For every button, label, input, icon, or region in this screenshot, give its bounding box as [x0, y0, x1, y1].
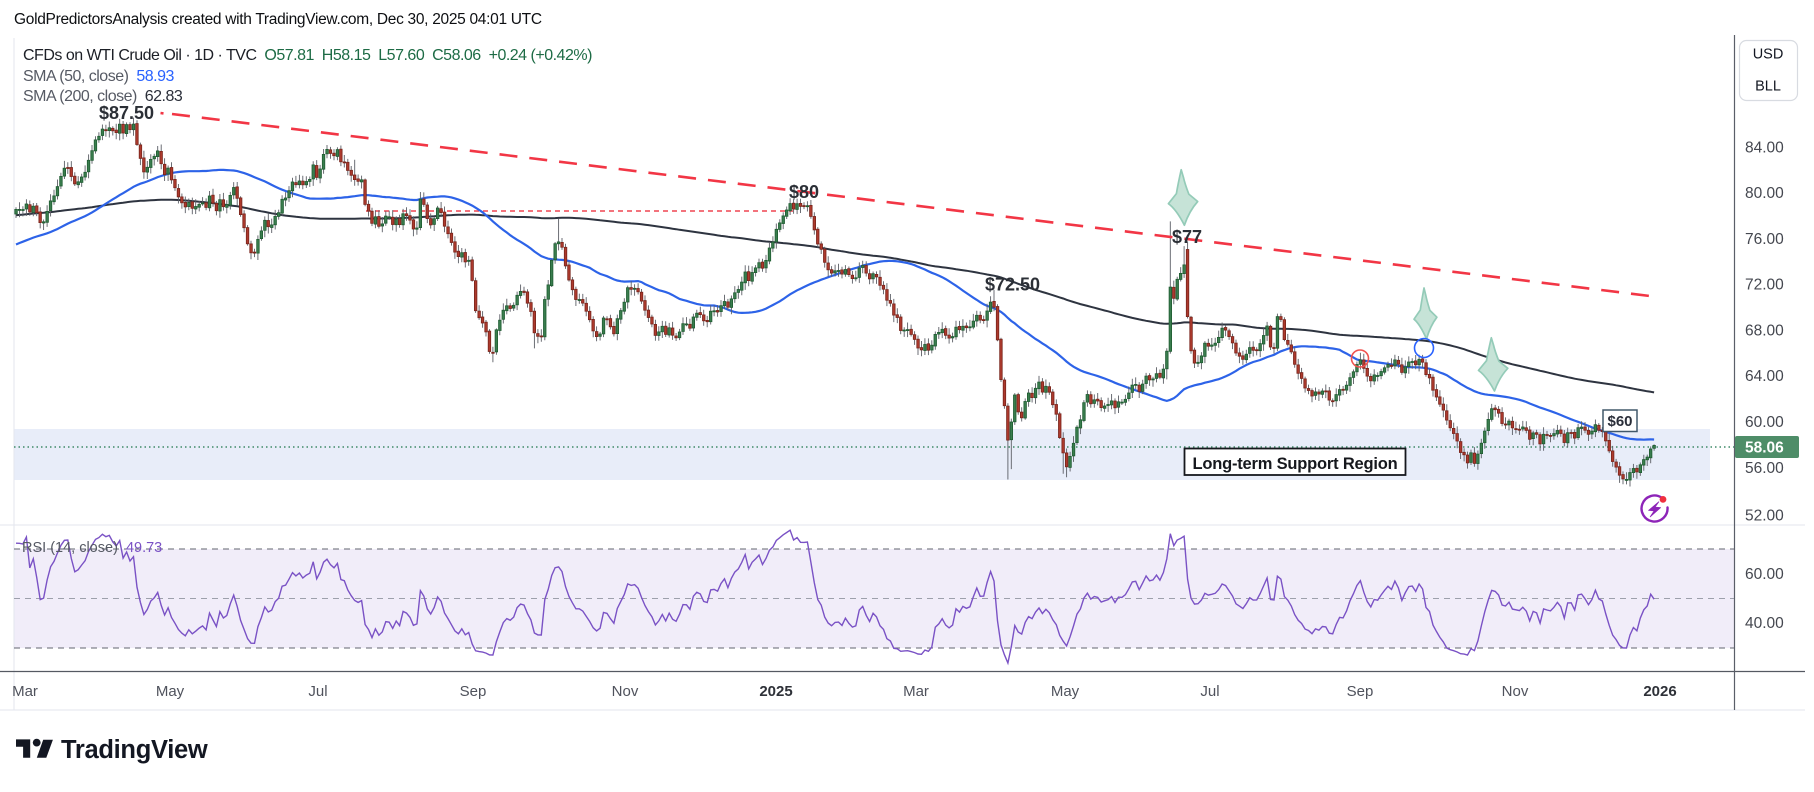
svg-text:56.00: 56.00	[1745, 460, 1784, 477]
svg-text:Sep: Sep	[1347, 683, 1374, 700]
svg-text:60.00: 60.00	[1745, 414, 1784, 431]
svg-text:72.00: 72.00	[1745, 277, 1784, 294]
svg-text:CFDs on WTI Crude Oil · 1D · T: CFDs on WTI Crude Oil · 1D · TVC O57.81 …	[23, 47, 592, 64]
svg-text:Jul: Jul	[1200, 683, 1219, 700]
svg-text:80.00: 80.00	[1745, 185, 1784, 202]
svg-text:TradingView: TradingView	[61, 736, 208, 764]
svg-text:$80: $80	[789, 182, 819, 202]
svg-text:Mar: Mar	[12, 683, 38, 700]
svg-text:GoldPredictorsAnalysis created: GoldPredictorsAnalysis created with Trad…	[14, 11, 542, 28]
svg-text:SMA (50, close) 58.93: SMA (50, close) 58.93	[23, 68, 174, 85]
svg-text:May: May	[156, 683, 185, 700]
svg-text:58.06: 58.06	[1745, 440, 1784, 457]
svg-text:Sep: Sep	[460, 683, 487, 700]
svg-text:76.00: 76.00	[1745, 231, 1784, 248]
svg-text:RSI (14, close) 49.73: RSI (14, close) 49.73	[22, 540, 162, 556]
svg-text:SMA (200, close) 62.83: SMA (200, close) 62.83	[23, 88, 183, 105]
svg-text:52.00: 52.00	[1745, 507, 1784, 524]
svg-text:Jul: Jul	[308, 683, 327, 700]
svg-text:60.00: 60.00	[1745, 566, 1784, 583]
svg-text:Nov: Nov	[612, 683, 639, 700]
svg-text:84.00: 84.00	[1745, 140, 1784, 157]
svg-text:68.00: 68.00	[1745, 322, 1784, 339]
svg-text:Nov: Nov	[1502, 683, 1529, 700]
svg-text:2025: 2025	[759, 683, 792, 700]
svg-text:64.00: 64.00	[1745, 368, 1784, 385]
svg-text:Mar: Mar	[903, 683, 929, 700]
svg-text:Long-term Support Region: Long-term Support Region	[1192, 455, 1397, 473]
svg-text:$77: $77	[1172, 227, 1202, 247]
svg-text:2026: 2026	[1643, 683, 1676, 700]
svg-text:USD: USD	[1753, 47, 1784, 63]
svg-text:$60: $60	[1607, 413, 1632, 430]
svg-text:$87.50: $87.50	[99, 103, 154, 123]
svg-text:$72.50: $72.50	[985, 275, 1040, 295]
svg-text:40.00: 40.00	[1745, 615, 1784, 632]
svg-text:BLL: BLL	[1755, 79, 1781, 95]
svg-text:May: May	[1051, 683, 1080, 700]
